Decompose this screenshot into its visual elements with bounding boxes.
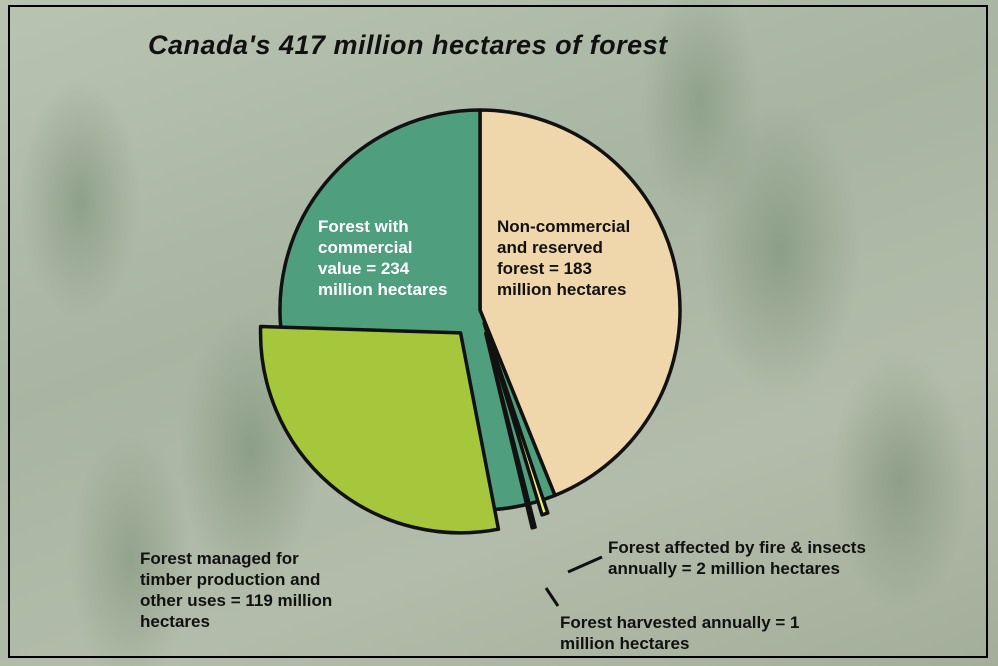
leader-line xyxy=(567,555,603,574)
slice-label: Forest with commercial value = 234 milli… xyxy=(318,217,448,299)
chart-title: Canada's 417 million hectares of forest xyxy=(148,30,668,60)
exploded-slice xyxy=(483,331,537,530)
leader-line xyxy=(544,587,560,607)
exploded-slice xyxy=(482,321,550,517)
slice-label: Forest affected by fire & insects annual… xyxy=(608,538,866,578)
slice-label: Forest harvested annually = 1 million he… xyxy=(560,613,800,653)
pie-slice xyxy=(478,108,682,498)
slice-label: Non-commercial and reserved forest = 183… xyxy=(497,217,631,299)
slice-label: Forest managed for timber production and… xyxy=(140,549,333,631)
frame xyxy=(8,5,988,658)
exploded-slice xyxy=(258,324,501,535)
